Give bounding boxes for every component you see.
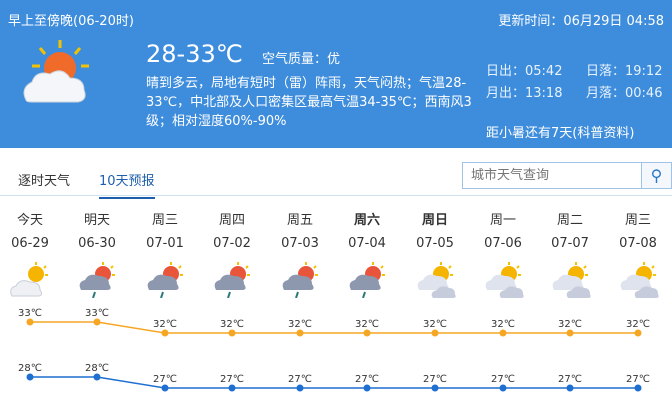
low-temp-line — [30, 376, 638, 389]
tab-hourly[interactable]: 逐时天气 — [18, 174, 71, 189]
search-icon: ⚲ — [650, 167, 663, 185]
low-temp-point — [634, 384, 642, 392]
low-temp-label: 28℃ — [18, 363, 42, 374]
forecast-day: 周一 — [489, 213, 516, 228]
high-temp-label: 32℃ — [153, 319, 177, 330]
thunder-shower-icon — [349, 262, 385, 298]
sunrise: 日出：05:42 — [486, 64, 563, 79]
partly-cloudy-icon — [552, 262, 591, 298]
air-quality: 空气质量：优 — [262, 52, 341, 67]
thunder-shower-icon — [79, 262, 115, 298]
forecast-day: 周六 — [353, 213, 380, 228]
forecast-date: 07-08 — [619, 236, 657, 251]
moonset: 月落：00:46 — [586, 86, 663, 101]
partly-cloudy-icon — [485, 262, 524, 298]
low-temp-label: 27℃ — [288, 374, 312, 385]
high-temp-point — [566, 329, 574, 337]
thunder-shower-icon — [147, 262, 183, 298]
forecast-date: 07-02 — [213, 236, 251, 251]
forecast-day: 今天 — [16, 213, 43, 228]
high-temp-point — [634, 329, 642, 337]
low-temp-label: 27℃ — [423, 374, 447, 385]
low-temp-label: 27℃ — [626, 374, 650, 385]
search-button[interactable]: ⚲ — [641, 163, 671, 188]
thunder-shower-icon — [282, 262, 318, 298]
sun-cloud-icon — [23, 40, 89, 103]
current-weather-panel: 早上至傍晚(06-20时) 更新时间：06月29日 04:58 28-33℃ 空… — [0, 0, 672, 148]
low-temp-label: 27℃ — [153, 374, 177, 385]
city-search: ⚲ — [462, 162, 672, 189]
high-temp-point — [499, 329, 507, 337]
low-temp-label: 27℃ — [491, 374, 515, 385]
temperature-chart: 33℃ 33℃ 32℃ 32℃ 32℃ 32℃ 32℃ 32℃ 32℃ 32℃ 28℃ 28℃ 27℃ 2… — [18, 308, 650, 392]
partly-cloudy-icon — [417, 262, 456, 298]
high-temp-label: 33℃ — [18, 308, 42, 319]
low-temp-point — [499, 384, 507, 392]
forecast-day: 周四 — [218, 213, 245, 228]
tab-10-day[interactable]: 10天预报 — [99, 170, 155, 199]
forecast-day: 周三 — [151, 213, 178, 228]
forecast-date: 07-03 — [281, 236, 319, 251]
high-temp-label: 32℃ — [220, 319, 244, 330]
high-temp-point — [26, 318, 34, 326]
sun-cloud-icon — [10, 262, 48, 297]
high-temp-point — [228, 329, 236, 337]
forecast-day: 明天 — [83, 213, 110, 228]
high-temp-label: 32℃ — [558, 319, 582, 330]
high-temp-label: 32℃ — [423, 319, 447, 330]
update-time: 更新时间：06月29日 04:58 — [498, 14, 664, 29]
high-temp-point — [431, 329, 439, 337]
high-temp-line — [30, 321, 638, 334]
high-temp-label: 32℃ — [626, 319, 650, 330]
low-temp-point — [228, 384, 236, 392]
forecast-date: 07-06 — [484, 236, 522, 251]
low-temp-label: 27℃ — [558, 374, 582, 385]
forecast-date: 07-07 — [551, 236, 589, 251]
forecast-day: 周二 — [556, 213, 583, 228]
solar-term-link[interactable]: 距小暑还有7天(科普资料) — [486, 126, 635, 141]
low-temp-label: 28℃ — [85, 363, 109, 374]
low-temp-label: 27℃ — [355, 374, 379, 385]
forecast-date: 07-05 — [416, 236, 454, 251]
low-temp-point — [431, 384, 439, 392]
moonrise: 月出：13:18 — [486, 86, 563, 101]
low-temp-point — [566, 384, 574, 392]
thunder-shower-icon — [214, 262, 250, 298]
high-temp-label: 32℃ — [288, 319, 312, 330]
forecast-date: 07-01 — [146, 236, 184, 251]
forecast-day: 周三 — [624, 213, 651, 228]
high-temp-point — [93, 318, 101, 326]
weather-description: 晴到多云，局地有短时（雷）阵雨，天气闷热；气温28-33℃，中北部及人口密集区最… — [146, 76, 472, 129]
low-temp-point — [93, 373, 101, 381]
low-temp-point — [363, 384, 371, 392]
partly-cloudy-icon — [620, 262, 659, 298]
low-temp-label: 27℃ — [220, 374, 244, 385]
forecast-date: 06-30 — [78, 236, 116, 251]
low-temp-point — [296, 384, 304, 392]
forecast-date: 06-29 — [11, 236, 49, 251]
forecast-date: 07-04 — [348, 236, 386, 251]
low-temp-point — [161, 384, 169, 392]
high-temp-point — [161, 329, 169, 337]
forecast-day: 周五 — [286, 213, 313, 228]
high-temp-point — [363, 329, 371, 337]
forecast-day: 周日 — [421, 213, 448, 228]
low-temp-point — [26, 373, 34, 381]
sunset: 日落：19:12 — [586, 64, 663, 79]
temperature-range: 28-33℃ — [146, 40, 243, 68]
tab-bar: 逐时天气 10天预报 — [0, 158, 672, 199]
high-temp-label: 32℃ — [491, 319, 515, 330]
high-temp-point — [296, 329, 304, 337]
high-temp-label: 32℃ — [355, 319, 379, 330]
high-temp-label: 33℃ — [85, 308, 109, 319]
period-label: 早上至傍晚(06-20时) — [8, 14, 134, 29]
search-input[interactable] — [463, 163, 641, 188]
